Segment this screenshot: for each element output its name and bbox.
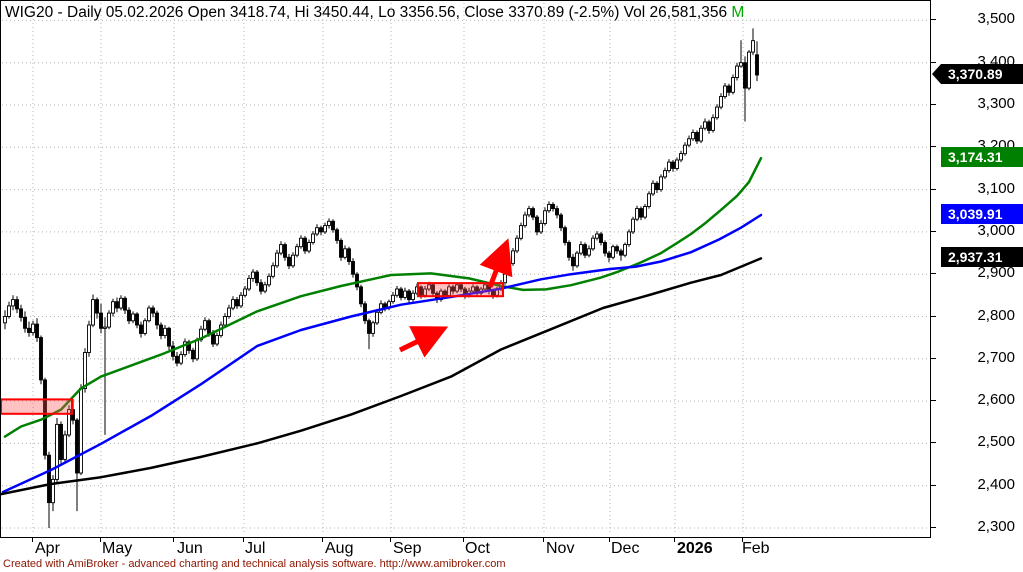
y-axis-tick: [931, 485, 936, 486]
y-axis-tick: [931, 316, 936, 317]
x-axis-tick: [390, 538, 391, 542]
y-axis-label: 3,100: [977, 180, 1015, 197]
y-axis-label: 2,300: [977, 518, 1015, 535]
y-axis-tick: [931, 231, 936, 232]
y-axis-label: 2,600: [977, 391, 1015, 408]
x-axis-tick: [463, 538, 464, 542]
x-axis-label: May: [102, 540, 133, 557]
price-tag: 3,174.31: [941, 147, 1023, 167]
y-axis-label: 2,700: [977, 349, 1015, 366]
x-axis-label: Sep: [393, 540, 422, 557]
chart-plot-area[interactable]: WIG20 - Daily 05.02.2026 Open 3418.74, H…: [0, 0, 931, 538]
y-axis-label: 2,800: [977, 307, 1015, 324]
y-axis-tick: [931, 104, 936, 105]
x-axis-label: Jun: [177, 540, 203, 557]
x-axis-label: Oct: [465, 540, 490, 557]
y-axis-label: 2,900: [977, 264, 1015, 281]
x-axis-tick: [173, 538, 174, 542]
price-tag: 3,370.89: [932, 64, 1023, 84]
y-axis-tick: [931, 442, 936, 443]
x-axis-tick: [100, 538, 101, 542]
y-axis-label: 3,300: [977, 95, 1015, 112]
y-axis-tick: [931, 62, 936, 63]
y-axis-tick: [931, 189, 936, 190]
chart-title-text: WIG20 - Daily 05.02.2026 Open 3418.74, H…: [5, 4, 728, 21]
y-axis-label: 3,000: [977, 222, 1015, 239]
x-axis-tick: [32, 538, 33, 542]
x-axis-tick: [243, 538, 244, 542]
x-axis-label: Jul: [245, 540, 266, 557]
y-axis: 3,500 3,400 3,300 3,200 3,100 3,000 2,900 2,800…: [931, 0, 1023, 538]
y-axis-tick: [931, 146, 936, 147]
x-axis-tick: [609, 538, 610, 542]
x-axis-label: Feb: [742, 540, 770, 557]
y-axis-label: 2,400: [977, 476, 1015, 493]
y-axis-tick: [931, 358, 936, 359]
chart-title: WIG20 - Daily 05.02.2026 Open 3418.74, H…: [5, 4, 744, 22]
x-axis-label: Apr: [35, 540, 60, 557]
x-axis-tick: [322, 538, 323, 542]
y-axis-tick: [931, 19, 936, 20]
x-axis-label: Aug: [325, 540, 354, 557]
x-axis-tick: [742, 538, 743, 542]
y-axis-tick: [931, 400, 936, 401]
price-chart-canvas[interactable]: [1, 1, 930, 537]
y-axis-tick: [931, 273, 936, 274]
y-axis-label: 3,500: [977, 10, 1015, 27]
x-axis-label: 2026: [677, 540, 713, 557]
x-axis-tick: [674, 538, 675, 542]
x-axis-tick: [543, 538, 544, 542]
amibroker-credit: Created with AmiBroker - advanced charti…: [3, 558, 506, 570]
y-axis-label: 2,500: [977, 433, 1015, 450]
y-axis-tick: [931, 527, 936, 528]
x-axis-label: Dec: [611, 540, 640, 557]
price-tag: 3,039.91: [941, 204, 1023, 224]
x-axis: Apr May Jun Jul Aug Sep Oct Nov Dec 2026 Feb: [0, 538, 931, 559]
volume-flag: M: [731, 4, 745, 21]
price-tag-pointer: [932, 64, 941, 84]
price-tag: 2,937.31: [941, 247, 1023, 267]
x-axis-label: Nov: [546, 540, 575, 557]
